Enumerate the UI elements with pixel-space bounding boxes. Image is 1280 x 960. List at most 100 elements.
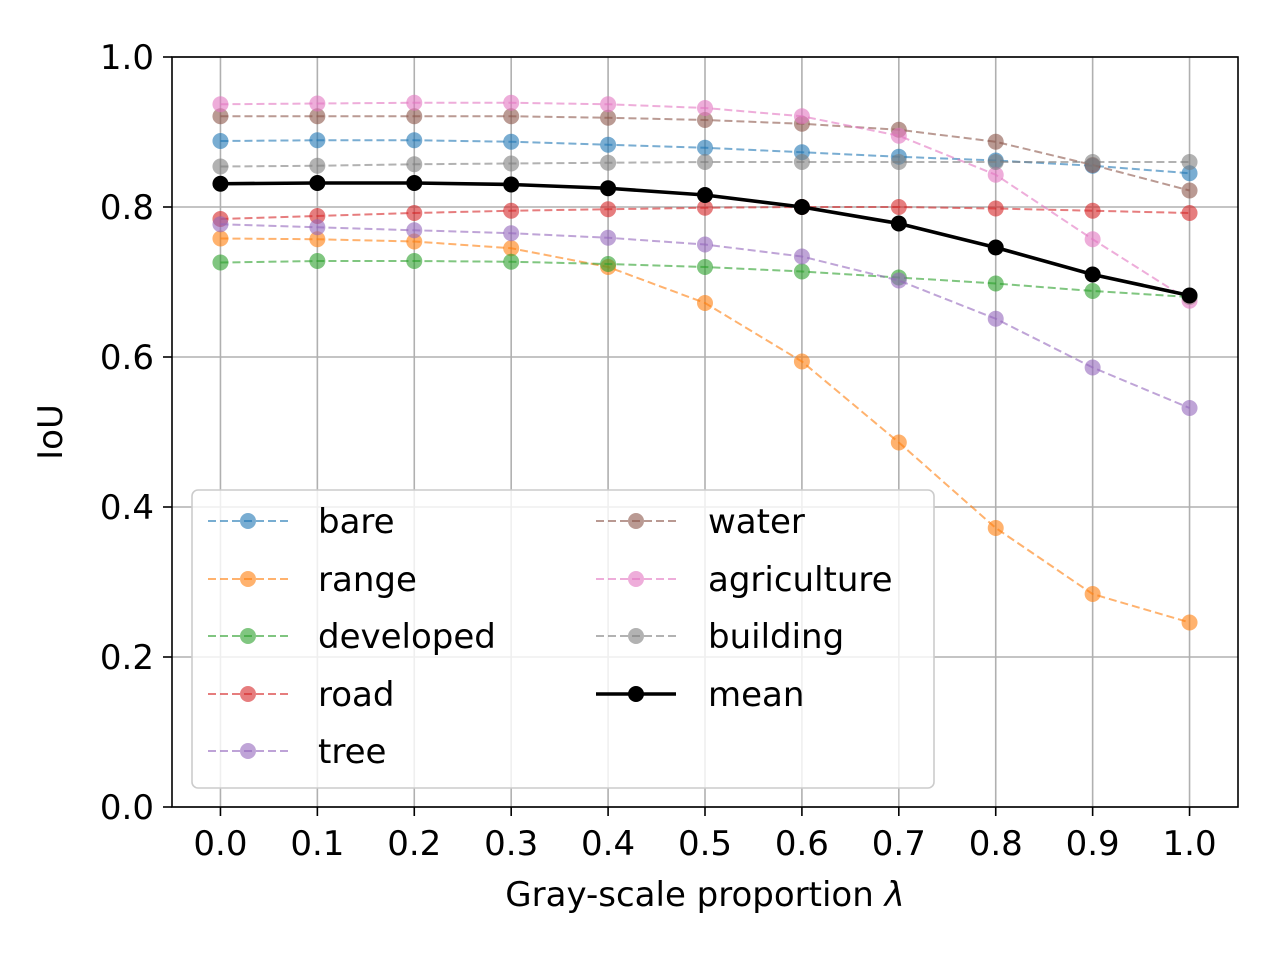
data-point	[987, 239, 1004, 256]
data-point	[309, 95, 326, 112]
data-point	[987, 154, 1004, 170]
data-point	[212, 133, 229, 149]
data-point	[987, 275, 1004, 292]
x-tick-label: 0.7	[872, 824, 926, 864]
data-point	[1084, 586, 1101, 602]
data-point	[600, 180, 617, 197]
data-point	[406, 205, 423, 221]
data-point	[1181, 287, 1198, 304]
legend-label: agriculture	[708, 560, 893, 600]
series-water	[212, 108, 1198, 199]
data-point	[309, 132, 326, 149]
data-point	[406, 253, 423, 269]
data-point	[697, 295, 713, 311]
data-point	[1181, 205, 1198, 221]
data-point	[890, 434, 907, 451]
y-tick-label: 0.2	[100, 638, 154, 678]
data-point	[503, 94, 520, 111]
data-point	[1084, 202, 1101, 219]
x-tick-label: 0.8	[969, 824, 1023, 864]
legend-item-range: range	[208, 560, 417, 600]
data-point	[309, 157, 326, 174]
series-tree	[212, 216, 1198, 416]
data-point	[890, 272, 907, 289]
legend-label: developed	[318, 617, 496, 657]
data-point	[1181, 400, 1198, 416]
data-point	[793, 199, 810, 215]
legend-marker	[628, 571, 644, 587]
legend-marker	[240, 686, 256, 702]
series-building	[212, 154, 1198, 175]
data-point	[503, 225, 520, 242]
data-point	[309, 253, 326, 269]
data-point	[1084, 359, 1101, 376]
legend-label: tree	[318, 732, 386, 772]
data-point	[212, 254, 229, 271]
series-agriculture	[212, 94, 1198, 309]
x-tick-label: 0.9	[1066, 824, 1120, 864]
data-point	[1084, 231, 1101, 248]
data-point	[890, 199, 907, 215]
legend-label: mean	[708, 675, 804, 715]
legend-marker	[240, 628, 256, 644]
data-point	[212, 175, 229, 192]
legend-item-water: water	[596, 502, 805, 542]
x-tick-label: 0.5	[678, 824, 732, 864]
legend-item-mean: mean	[596, 675, 804, 715]
legend-item-bare: bare	[208, 502, 395, 542]
legend-label: water	[708, 502, 805, 542]
data-point	[697, 154, 713, 170]
legend-marker	[240, 743, 256, 759]
data-point	[987, 520, 1004, 536]
legend-item-developed: developed	[208, 617, 496, 657]
legend: bare range developed road tree water agricultu…	[191, 489, 935, 789]
data-point	[212, 108, 229, 125]
data-point	[600, 109, 617, 126]
y-tick-label: 0.0	[100, 788, 154, 828]
legend-marker	[240, 513, 256, 529]
data-point	[890, 127, 907, 144]
legend-label: building	[708, 617, 844, 657]
x-tick-label: 0.4	[581, 824, 635, 864]
data-point	[1084, 154, 1101, 170]
data-point	[697, 259, 713, 275]
x-tick-label: 0.3	[484, 824, 538, 864]
data-point	[1181, 614, 1198, 631]
data-point	[600, 201, 617, 218]
x-tick-label: 0.0	[193, 824, 247, 864]
data-point	[406, 175, 423, 191]
data-point	[890, 154, 907, 170]
data-point	[503, 133, 520, 150]
legend-item-tree: tree	[208, 732, 386, 772]
data-point	[600, 136, 617, 153]
legend-box	[191, 489, 935, 789]
data-point	[406, 233, 423, 250]
data-point	[1084, 266, 1101, 283]
y-tick-label: 1.0	[100, 38, 154, 78]
data-point	[503, 108, 520, 125]
data-point	[212, 216, 229, 233]
data-point	[987, 200, 1004, 217]
data-point	[309, 208, 326, 224]
legend-label: bare	[318, 502, 395, 542]
legend-marker	[628, 628, 644, 644]
legend-marker	[628, 513, 644, 529]
data-point	[1181, 165, 1198, 182]
data-point	[793, 248, 810, 265]
legend-label: road	[318, 675, 394, 715]
data-point	[793, 154, 810, 170]
legend-marker	[240, 571, 256, 587]
data-point	[697, 100, 713, 116]
data-point	[1181, 154, 1198, 170]
data-point	[697, 139, 713, 156]
data-point	[212, 158, 229, 175]
data-point	[212, 230, 229, 247]
x-tick-label: 0.2	[387, 824, 441, 864]
legend-label: range	[318, 560, 417, 600]
data-point	[406, 108, 423, 125]
data-point	[212, 96, 229, 113]
data-point	[600, 229, 617, 246]
y-axis-label: IoU	[31, 404, 71, 460]
data-point	[1181, 182, 1198, 199]
